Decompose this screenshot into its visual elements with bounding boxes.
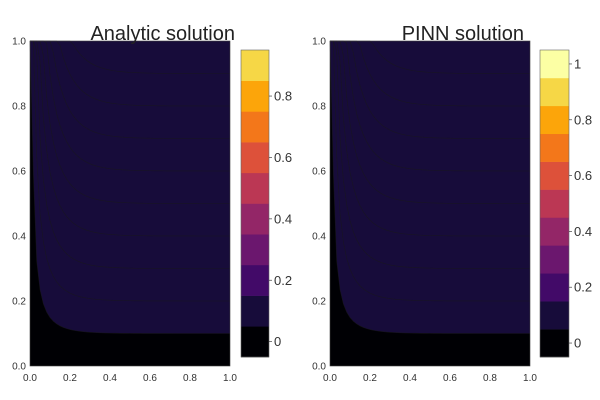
colorbar-swatch — [241, 172, 269, 204]
x-tick-label: 0.0 — [323, 373, 337, 384]
colorbar-swatch — [540, 77, 569, 107]
colorbar-tick-label: 0.2 — [574, 280, 592, 295]
y-tick-label: 0.8 — [312, 102, 326, 113]
x-tick-label: 0.6 — [143, 373, 157, 384]
y-tick-label: 1.0 — [12, 37, 26, 48]
x-tick-label: 0.6 — [443, 373, 457, 384]
colorbar-tick-label: 0.8 — [274, 89, 292, 104]
analytic-x-axis: 0.0 0.2 0.4 0.6 0.8 1.0 — [23, 373, 237, 384]
contour-line — [29, 40, 230, 334]
colorbar-swatch — [540, 217, 569, 246]
colorbar-swatch — [241, 50, 269, 81]
colorbar-swatch — [540, 161, 569, 190]
contour-line — [30, 40, 231, 172]
x-tick-label: 0.2 — [363, 373, 377, 384]
y-tick-label: 0.2 — [312, 297, 326, 308]
colorbar-swatch — [540, 105, 569, 135]
contour-line — [30, 40, 230, 302]
contour-region — [330, 41, 530, 334]
contour-line — [330, 40, 530, 269]
colorbar-tick-label: 0 — [574, 336, 581, 351]
y-tick-label: 0.4 — [312, 232, 326, 243]
y-tick-label: 0.6 — [312, 167, 326, 178]
colorbar-tick-label: 0.6 — [274, 150, 292, 165]
contour-line — [330, 40, 530, 204]
y-tick-label: 0.6 — [12, 167, 26, 178]
x-tick-label: 0.2 — [63, 373, 77, 384]
colorbar-swatch — [241, 203, 269, 235]
x-tick-label: 0.8 — [183, 373, 197, 384]
colorbar-swatch — [241, 111, 269, 143]
y-tick-label: 0.0 — [312, 362, 326, 373]
colorbar-tick-label: 0.4 — [574, 224, 592, 239]
analytic-panel: 0.0 0.2 0.4 0.6 0.8 1.0 0.0 0.2 0.4 0.6 0.8 1.0 An… — [12, 23, 292, 384]
colorbar-tick-label: 0.2 — [274, 273, 292, 288]
x-tick-label: 0.4 — [103, 373, 117, 384]
colorbar-swatch — [241, 80, 269, 112]
colorbar-swatch — [540, 50, 569, 79]
contour-line — [329, 40, 530, 334]
colorbar-swatch — [241, 142, 269, 174]
contour-line — [30, 40, 230, 204]
colorbar-tick-label: 1 — [574, 56, 581, 71]
colorbar-swatch — [540, 189, 569, 218]
colorbar-tick-label: 0 — [274, 334, 281, 349]
analytic-title: Analytic solution — [90, 23, 235, 45]
contour-line — [330, 40, 530, 237]
y-tick-label: 0.4 — [12, 232, 26, 243]
x-tick-label: 1.0 — [223, 373, 237, 384]
pinn-contour-plot — [329, 40, 531, 367]
y-tick-label: 1.0 — [312, 37, 326, 48]
x-tick-label: 0.0 — [23, 373, 37, 384]
plot-frame — [329, 40, 531, 367]
contour-line — [30, 40, 231, 107]
analytic-contour-plot — [29, 40, 231, 367]
colorbar-frame — [539, 49, 570, 358]
colorbar-swatch — [241, 326, 269, 358]
y-tick-label: 0.2 — [12, 297, 26, 308]
pinn-x-axis: 0.0 0.2 0.4 0.6 0.8 1.0 — [323, 373, 537, 384]
analytic-y-axis: 0.0 0.2 0.4 0.6 0.8 1.0 — [12, 37, 26, 373]
x-tick-label: 1.0 — [523, 373, 537, 384]
colorbar-swatch — [540, 273, 569, 302]
contour-region — [30, 41, 230, 334]
colorbar-tick-label: 0.8 — [574, 112, 592, 127]
contour-line — [330, 40, 530, 302]
colorbar-swatch — [241, 295, 269, 327]
y-tick-label: 0.0 — [12, 362, 26, 373]
pinn-colorbar: 0 0.2 0.4 0.6 0.8 1 — [539, 49, 592, 358]
pinn-title: PINN solution — [402, 23, 524, 45]
colorbar-swatch — [540, 245, 569, 274]
contour-line — [330, 40, 531, 107]
contour-line — [30, 40, 230, 269]
contour-line — [30, 40, 230, 237]
colorbar-swatch — [540, 329, 569, 358]
x-tick-label: 0.8 — [483, 373, 497, 384]
colorbar-tick-label: 0.4 — [274, 211, 292, 226]
y-tick-label: 0.8 — [12, 102, 26, 113]
pinn-panel: 0.0 0.2 0.4 0.6 0.8 1.0 0.0 0.2 0.4 0.6 0.8 1.0 PI… — [312, 23, 592, 384]
colorbar-frame — [240, 49, 270, 358]
contour-line — [30, 40, 231, 139]
colorbar-swatch — [540, 133, 569, 162]
pinn-y-axis: 0.0 0.2 0.4 0.6 0.8 1.0 — [312, 37, 326, 373]
x-tick-label: 0.4 — [403, 373, 417, 384]
plot-frame — [29, 40, 231, 367]
colorbar-tick-label: 0.6 — [574, 168, 592, 183]
colorbar-swatch — [241, 234, 269, 266]
colorbar-swatch — [540, 301, 569, 330]
contour-line — [330, 40, 531, 172]
analytic-colorbar: 0 0.2 0.4 0.6 0.8 — [240, 49, 292, 358]
contour-line — [330, 40, 531, 139]
colorbar-swatch — [241, 264, 269, 296]
